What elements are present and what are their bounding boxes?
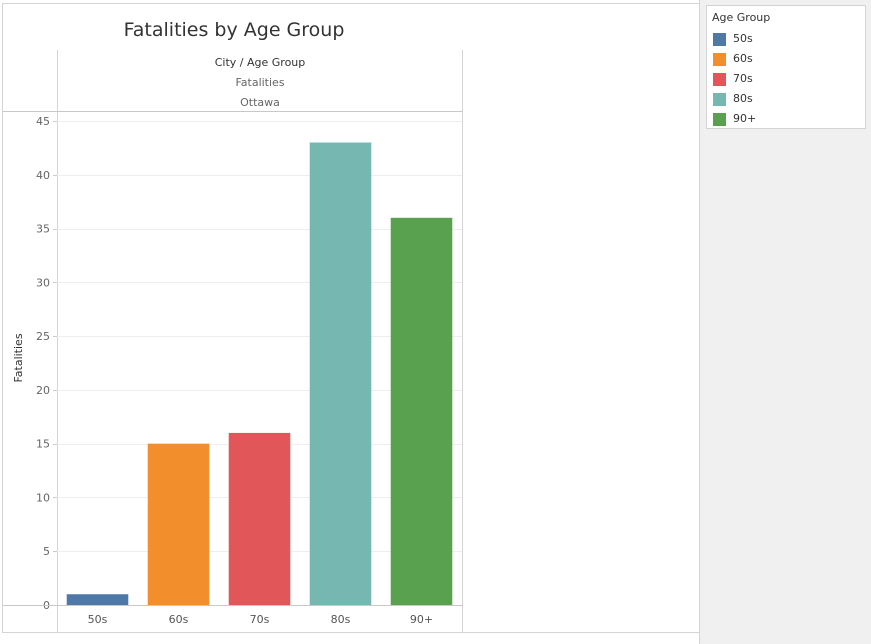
y-tick-label: 40 bbox=[36, 169, 50, 182]
header-row-label: City / Age Group bbox=[215, 56, 306, 69]
legend-label: 90+ bbox=[733, 112, 757, 125]
legend-swatch bbox=[713, 33, 726, 46]
y-tick-label: 25 bbox=[36, 330, 50, 343]
legend-label: 60s bbox=[733, 52, 753, 65]
y-tick-label: 10 bbox=[36, 491, 50, 504]
bars bbox=[66, 142, 453, 606]
legend-swatch bbox=[713, 73, 726, 86]
legend-swatch bbox=[713, 53, 726, 66]
legend-swatch bbox=[713, 93, 726, 106]
legend-label: 50s bbox=[733, 32, 753, 45]
bar-50s[interactable] bbox=[66, 594, 129, 605]
legend: Age Group 50s 60s 70s 80s 90+ bbox=[706, 5, 866, 129]
y-tick-label: 15 bbox=[36, 438, 50, 451]
header-city: Ottawa bbox=[240, 96, 280, 109]
y-tick-label: 20 bbox=[36, 384, 50, 397]
x-label-70s: 70s bbox=[250, 613, 270, 626]
header-measure-label: Fatalities bbox=[235, 76, 284, 89]
bar-60s[interactable] bbox=[147, 443, 210, 605]
y-axis-title: Fatalities bbox=[12, 333, 25, 382]
bar-70s[interactable] bbox=[228, 432, 291, 605]
y-tick-label: 45 bbox=[36, 115, 50, 128]
bar-chart: Fatalities by Age Group City / Age Group… bbox=[3, 19, 463, 633]
x-axis-labels: 50s 60s 70s 80s 90+ bbox=[88, 613, 433, 626]
y-tick-label: 30 bbox=[36, 276, 50, 289]
x-label-90plus: 90+ bbox=[410, 613, 433, 626]
x-label-50s: 50s bbox=[88, 613, 108, 626]
y-tick-label: 5 bbox=[43, 545, 50, 558]
bar-80s[interactable] bbox=[309, 142, 372, 605]
x-label-60s: 60s bbox=[169, 613, 189, 626]
legend-label: 70s bbox=[733, 72, 753, 85]
x-label-80s: 80s bbox=[331, 613, 351, 626]
legend-swatch bbox=[713, 113, 726, 126]
bar-90plus[interactable] bbox=[390, 217, 453, 606]
y-tick-label: 35 bbox=[36, 223, 50, 236]
legend-title: Age Group bbox=[712, 11, 771, 24]
chart-title: Fatalities by Age Group bbox=[124, 19, 345, 41]
legend-label: 80s bbox=[733, 92, 753, 105]
